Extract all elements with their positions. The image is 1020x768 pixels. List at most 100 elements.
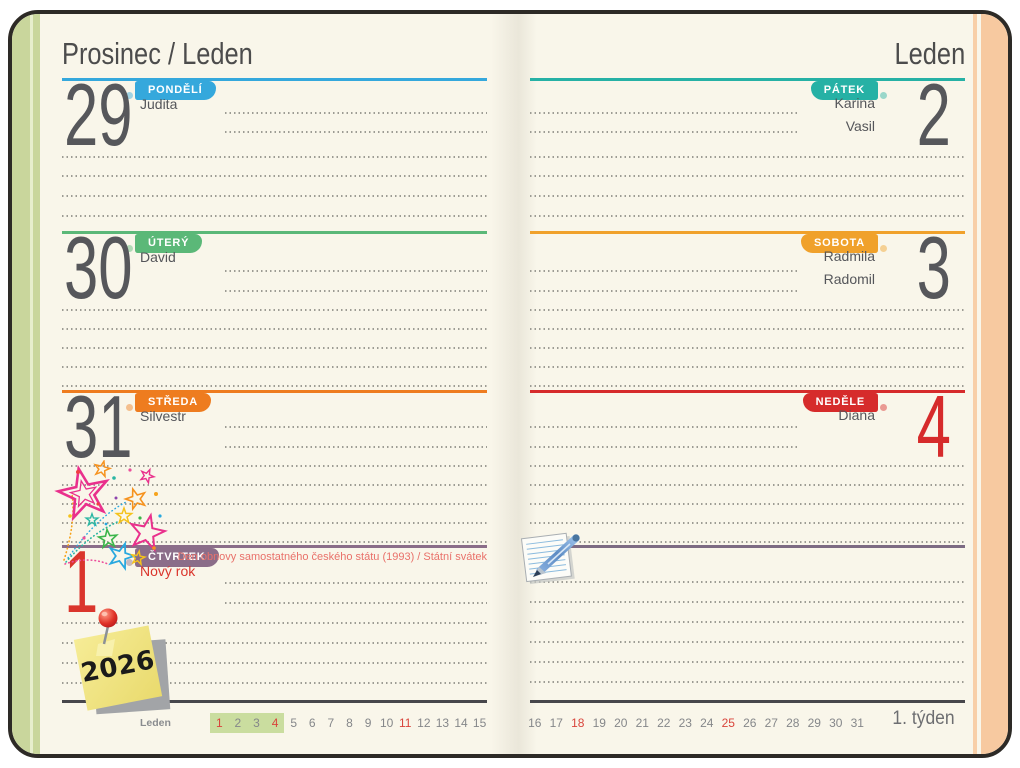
ruled-dotted-line <box>62 522 487 524</box>
mini-calendar-day: 22 <box>657 716 671 730</box>
ruled-dotted-line <box>530 328 965 330</box>
footer-rule <box>530 700 965 703</box>
day-number: 2 <box>916 65 951 164</box>
footer-rule <box>62 700 487 703</box>
ruled-dotted-line <box>530 465 965 467</box>
ruled-dotted-line <box>530 446 800 448</box>
ruled-dotted-line <box>62 622 487 624</box>
ruled-dotted-line <box>62 662 487 664</box>
day-block-tuesday: ÚTERÝ 30 David <box>62 224 487 390</box>
ruled-dotted-line <box>530 541 965 543</box>
day-number: 29 <box>64 65 133 164</box>
ruled-dotted-line <box>530 156 965 158</box>
ruled-dotted-line <box>62 484 487 486</box>
current-week-highlight <box>210 713 285 733</box>
day-number: 1 <box>64 532 99 631</box>
ruled-dotted-line <box>225 290 487 292</box>
ruled-dotted-line <box>62 156 487 158</box>
day-name-label: PÁTEK <box>823 84 865 96</box>
ruled-dotted-line <box>530 195 965 197</box>
day-name-tab: STŘEDA <box>125 393 212 412</box>
mini-calendar-day: 23 <box>678 716 692 730</box>
day-name-label: ČTVRTEK <box>148 551 206 563</box>
day-number: 4 <box>916 377 951 476</box>
day-block-monday: PONDĚLÍ 29 Judita <box>62 65 487 231</box>
ruled-dotted-line <box>62 309 487 311</box>
mini-calendar-day: 17 <box>549 716 563 730</box>
ruled-dotted-line <box>530 503 965 505</box>
notepad-pen-sticker-icon <box>520 532 580 585</box>
name-day-names: Silvestr <box>140 405 186 427</box>
mini-calendar-day: 14 <box>454 716 468 730</box>
notes-block <box>530 545 965 702</box>
mini-calendar-day: 1 <box>215 716 223 730</box>
ruled-dotted-line <box>225 112 487 114</box>
day-name-label: ÚTERÝ <box>148 237 190 249</box>
ruled-dotted-line <box>62 465 487 467</box>
name-day-names: Karina Vasil <box>835 92 875 138</box>
day-block-saturday: SOBOTA 3 Radmila Radomil <box>530 218 965 390</box>
ruled-dotted-line <box>225 582 487 584</box>
mini-calendar-day: 26 <box>743 716 757 730</box>
day-name-label: PONDĚLÍ <box>148 84 203 96</box>
mini-calendar-day: 28 <box>786 716 800 730</box>
mini-calendar-month-label: Leden <box>140 717 171 729</box>
ruled-dotted-line <box>225 131 487 133</box>
day-name-tab: PÁTEK <box>810 81 888 100</box>
mini-calendar-day: 12 <box>417 716 431 730</box>
mini-calendar-day: 16 <box>528 716 542 730</box>
ruled-dotted-line <box>530 641 965 643</box>
day-block-wednesday: STŘEDA 31 Silvestr <box>62 377 487 545</box>
diary-week-spread: Prosinec / Leden PONDĚLÍ 29 Judita ÚTERÝ… <box>8 10 1012 758</box>
mini-calendar-day: 18 <box>571 716 585 730</box>
ruled-dotted-line <box>225 426 487 428</box>
day-number: 31 <box>64 377 133 476</box>
ruled-dotted-line <box>62 366 487 368</box>
stars-doodle-sticker-icon <box>50 460 168 571</box>
mini-calendar-day: 11 <box>399 716 412 730</box>
ruled-dotted-line <box>530 484 965 486</box>
ruled-dotted-line <box>530 347 965 349</box>
ruled-dotted-line <box>530 385 965 387</box>
ruled-dotted-line <box>530 215 965 217</box>
day-number: 3 <box>916 218 951 317</box>
ruled-dotted-line <box>62 385 487 387</box>
name-day-names: David <box>140 246 176 268</box>
mini-calendar-day: 20 <box>614 716 628 730</box>
name-day-names: Nový rok <box>140 560 195 582</box>
mini-calendar-day: 9 <box>364 716 372 730</box>
pen-icon <box>533 534 580 577</box>
mini-calendar-day: 5 <box>290 716 298 730</box>
ruled-dotted-line <box>530 175 965 177</box>
ruled-dotted-line <box>62 503 487 505</box>
right-edge-band <box>981 14 1008 754</box>
ruled-dotted-line <box>530 290 800 292</box>
day-name-tab: ČTVRTEK <box>126 548 219 567</box>
name-day: Nový rok <box>140 563 196 579</box>
name-day: Judita <box>140 96 178 112</box>
mini-calendar-day: 15 <box>472 716 487 730</box>
ruled-dotted-line <box>225 446 487 448</box>
pushpin-icon <box>98 608 118 645</box>
day-block-friday: PÁTEK 2 Karina Vasil <box>530 65 965 231</box>
mini-calendar-day: 6 <box>308 716 316 730</box>
ruled-dotted-line <box>225 270 487 272</box>
ruled-dotted-line <box>225 602 487 604</box>
name-day: Radomil <box>823 271 875 287</box>
ruled-dotted-line <box>62 541 487 543</box>
ruled-dotted-line <box>530 309 965 311</box>
name-day: Diana <box>838 407 875 423</box>
mini-calendar-day: 2 <box>234 716 242 730</box>
sticky-note-shape <box>73 608 171 715</box>
day-name-label: SOBOTA <box>813 237 865 249</box>
left-mini-calendar: 1 2 3 4 5 6 7 8 9 10 11 12 13 14 15 <box>210 712 489 734</box>
mini-calendar-day: 21 <box>635 716 649 730</box>
mini-calendar-day: 24 <box>700 716 714 730</box>
left-page-title: Prosinec / Leden <box>62 36 253 71</box>
name-day-names: Diana <box>838 404 875 427</box>
ruled-dotted-line <box>530 366 965 368</box>
name-day-names: Radmila Radomil <box>824 245 875 291</box>
ruled-dotted-line <box>530 601 965 603</box>
day-block-sunday: NEDĚLE 4 Diana <box>530 377 965 545</box>
name-day: Karina <box>834 95 875 111</box>
